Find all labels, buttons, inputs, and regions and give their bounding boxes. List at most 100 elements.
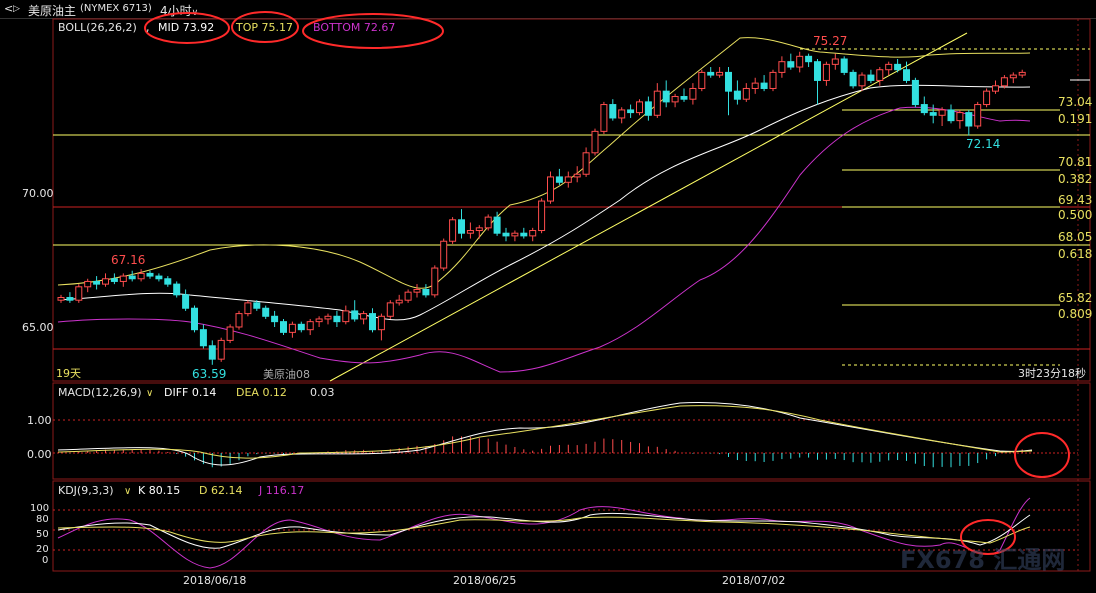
candle-body bbox=[297, 323, 305, 331]
candle-body bbox=[894, 63, 902, 71]
boll-label: BOLL(26,26,2) bbox=[58, 21, 137, 34]
candle-body bbox=[653, 90, 661, 116]
candle-body bbox=[324, 315, 332, 320]
candle-body bbox=[849, 71, 857, 87]
boll-bottom-value: BOTTOM 72.67 bbox=[313, 21, 395, 34]
label-low-price: 63.59 bbox=[192, 367, 226, 381]
macd-tick-0: 0.00 bbox=[27, 448, 52, 461]
kdj-chevron-icon[interactable]: ∨ bbox=[124, 486, 131, 497]
fib-price-2: 70.81 bbox=[1058, 155, 1092, 169]
candle-body bbox=[965, 112, 973, 127]
candle-body bbox=[440, 240, 448, 269]
macd-dea-value: DEA 0.12 bbox=[236, 386, 287, 399]
candle-body bbox=[431, 267, 439, 296]
date-tick-1: 2018/06/18 bbox=[183, 574, 246, 587]
boll-mid-line bbox=[57, 84, 1031, 321]
candle-body bbox=[662, 90, 670, 103]
kdj-panel-frame bbox=[52, 480, 1091, 572]
trend-line bbox=[329, 32, 968, 382]
fib-ratio-1: 0.191 bbox=[1058, 112, 1092, 126]
fib-ratio-3: 0.500 bbox=[1058, 208, 1092, 222]
candle-body bbox=[644, 101, 652, 116]
candle-body bbox=[547, 176, 554, 202]
candle-body bbox=[867, 74, 875, 81]
kdj-j-line bbox=[57, 497, 1031, 569]
boll-bottom-line bbox=[57, 106, 1031, 373]
candle-body bbox=[520, 232, 528, 237]
fib-price-3: 69.43 bbox=[1058, 193, 1092, 207]
fib-ratio-5: 0.809 bbox=[1058, 307, 1092, 321]
fib-ratio-4: 0.618 bbox=[1058, 247, 1092, 261]
macd-diff-value: DIFF 0.14 bbox=[164, 386, 216, 399]
candle-body bbox=[226, 326, 234, 341]
candle-body bbox=[306, 321, 314, 331]
boll-separator: , bbox=[146, 21, 150, 34]
price-panel-frame bbox=[52, 18, 1091, 382]
candle-body bbox=[591, 130, 599, 154]
candle-body bbox=[57, 297, 65, 301]
label-high-price: 75.27 bbox=[813, 34, 847, 48]
candle-body bbox=[208, 345, 216, 360]
annotation-circle-mid bbox=[144, 12, 230, 44]
candle-body bbox=[983, 90, 991, 106]
candle-body bbox=[333, 315, 341, 323]
candle-body bbox=[315, 318, 323, 323]
candle-body bbox=[840, 58, 848, 73]
annotation-circle-bottom bbox=[302, 13, 444, 49]
kdj-tick-100: 100 bbox=[30, 503, 49, 514]
candle-body bbox=[885, 63, 893, 71]
instrument-title: 美原油主 bbox=[28, 4, 77, 18]
candle-body bbox=[288, 323, 296, 333]
candle-body bbox=[938, 109, 946, 116]
macd-label: MACD(12,26,9) bbox=[58, 386, 142, 399]
candle-body bbox=[342, 310, 350, 323]
candle-body bbox=[182, 294, 190, 309]
boll-top-value: TOP 75.17 bbox=[235, 21, 293, 34]
candle-body bbox=[627, 109, 635, 114]
candle-body bbox=[271, 315, 279, 323]
candle-body bbox=[564, 176, 572, 183]
candle-body bbox=[217, 339, 225, 360]
candle-body bbox=[716, 71, 724, 76]
candle-body bbox=[778, 61, 786, 73]
label-left-high: 67.16 bbox=[111, 253, 145, 267]
kdj-d-value: D 62.14 bbox=[199, 484, 242, 497]
candle-body bbox=[369, 313, 376, 331]
candle-body bbox=[636, 101, 643, 114]
candle-body bbox=[689, 87, 697, 100]
candle-body bbox=[458, 219, 465, 234]
candles-group bbox=[57, 51, 1026, 365]
candle-body bbox=[1000, 77, 1008, 87]
candle-body bbox=[377, 315, 385, 331]
candle-body bbox=[102, 278, 109, 285]
kdj-tick-20: 20 bbox=[36, 544, 49, 555]
forward-icon[interactable]: ▷ bbox=[13, 4, 20, 14]
back-icon[interactable]: < bbox=[4, 2, 14, 15]
candle-body bbox=[128, 275, 136, 280]
candle-body bbox=[449, 219, 457, 242]
candle-body bbox=[351, 310, 359, 320]
y-tick-65: 65.00 bbox=[22, 321, 54, 334]
kdj-j-value: J 116.17 bbox=[258, 484, 304, 497]
candle-body bbox=[822, 63, 830, 81]
macd-value: 0.03 bbox=[310, 386, 335, 399]
candle-body bbox=[84, 280, 92, 288]
candle-body bbox=[609, 104, 617, 119]
macd-chevron-icon[interactable]: ∨ bbox=[146, 388, 153, 399]
candle-body bbox=[137, 272, 145, 280]
candle-body bbox=[146, 272, 154, 277]
kdj-tick-50: 50 bbox=[36, 529, 49, 540]
candle-body bbox=[698, 71, 706, 89]
kdj-k-value: K 80.15 bbox=[138, 484, 180, 497]
candle-body bbox=[920, 104, 928, 114]
candle-body bbox=[582, 152, 590, 175]
candle-body bbox=[475, 227, 483, 232]
candle-body bbox=[831, 58, 839, 65]
candle-body bbox=[1009, 74, 1017, 79]
candle-body bbox=[787, 61, 795, 68]
candle-body bbox=[742, 87, 750, 100]
exchange-code: (NYMEX 6713) bbox=[80, 3, 152, 14]
candle-body bbox=[235, 313, 243, 328]
fib-price-1: 73.04 bbox=[1058, 95, 1092, 109]
